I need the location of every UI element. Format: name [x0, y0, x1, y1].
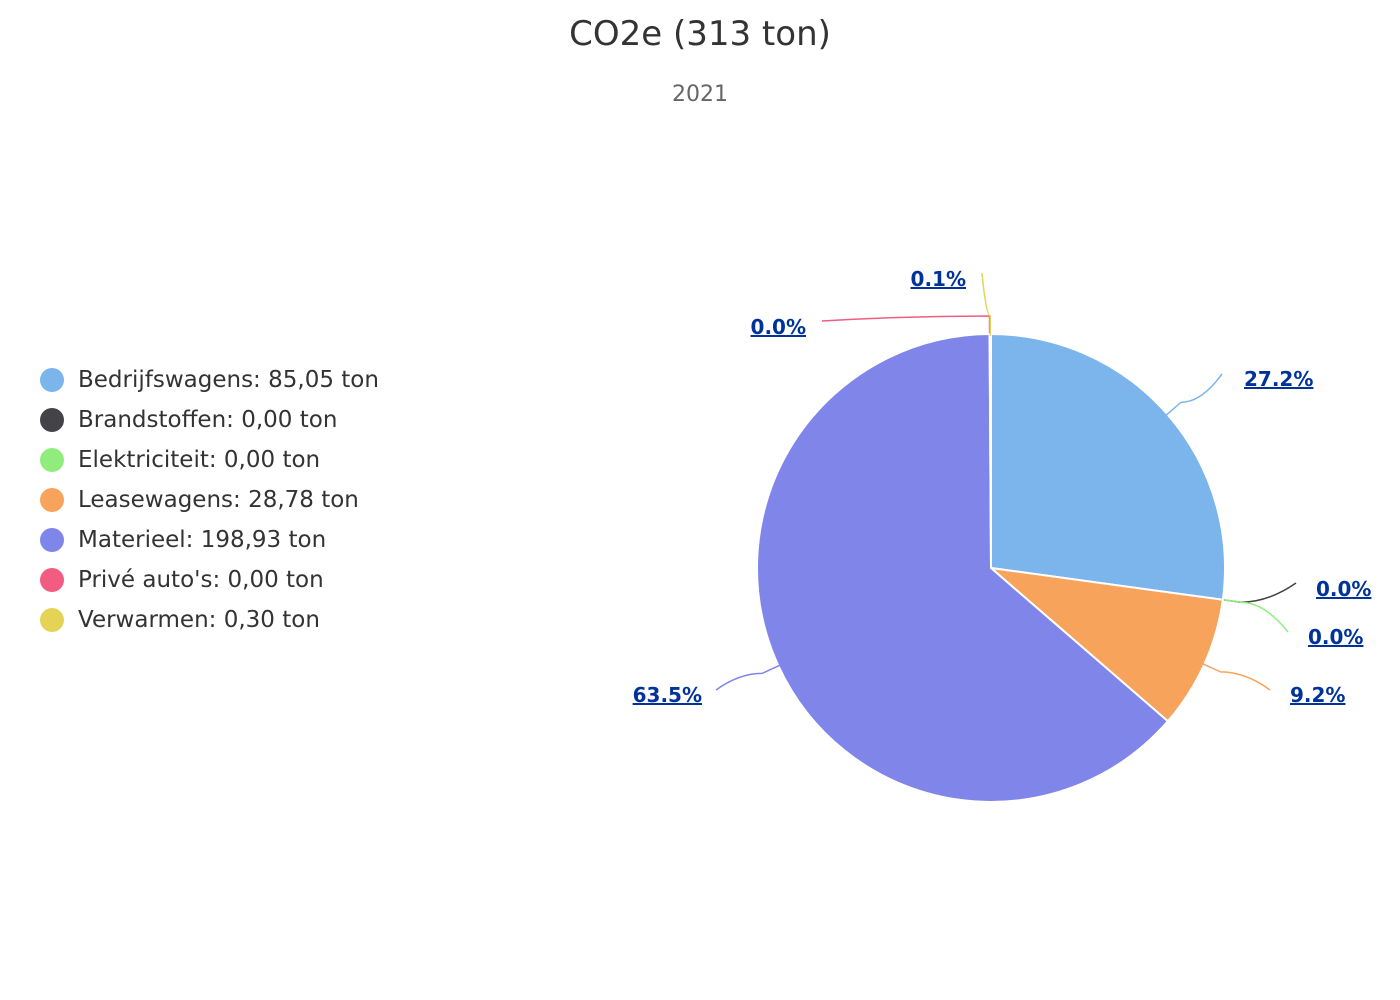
legend-dot-icon — [40, 568, 64, 592]
legend-dot-icon — [40, 368, 64, 392]
legend-dot-icon — [40, 408, 64, 432]
legend-dot-icon — [40, 608, 64, 632]
data-label-leasewagens[interactable]: 9.2% — [1290, 683, 1345, 707]
legend-dot-icon — [40, 448, 64, 472]
legend-item-leasewagens[interactable]: Leasewagens: 28,78 ton — [40, 480, 379, 520]
connector-line-brandstoffen — [1220, 582, 1297, 603]
legend-item-elektriciteit[interactable]: Elektriciteit: 0,00 ton — [40, 440, 379, 480]
data-label-elektriciteit[interactable]: 0.0% — [1308, 625, 1363, 649]
legend: Bedrijfswagens: 85,05 ton Brandstoffen: … — [40, 360, 379, 640]
connector-line-leasewagens — [1202, 662, 1271, 691]
connector-line-elektriciteit — [1220, 598, 1289, 633]
legend-item-materieel[interactable]: Materieel: 198,93 ton — [40, 520, 379, 560]
data-label-verwarmen[interactable]: 0.1% — [911, 267, 966, 291]
data-label-materieel[interactable]: 63.5% — [633, 683, 702, 707]
data-label-brandstoffen[interactable]: 0.0% — [1316, 577, 1371, 601]
legend-dot-icon — [40, 528, 64, 552]
connector-line-bedrijfswagens — [1165, 373, 1223, 417]
legend-label: Elektriciteit: 0,00 ton — [78, 447, 321, 473]
legend-item-bedrijfswagens[interactable]: Bedrijfswagens: 85,05 ton — [40, 360, 379, 400]
data-label-bedrijfswagens[interactable]: 27.2% — [1244, 367, 1313, 391]
legend-item-prive-autos[interactable]: Privé auto's: 0,00 ton — [40, 560, 379, 600]
pie-slice-verwarmen[interactable] — [988, 332, 992, 569]
legend-label: Verwarmen: 0,30 ton — [78, 607, 320, 633]
legend-label: Privé auto's: 0,00 ton — [78, 567, 324, 593]
connector-line-materieel — [715, 664, 781, 691]
legend-label: Materieel: 198,93 ton — [78, 527, 327, 553]
chart-title: CO2e (313 ton) — [569, 14, 831, 54]
legend-label: Leasewagens: 28,78 ton — [78, 487, 359, 513]
legend-label: Brandstoffen: 0,00 ton — [78, 407, 338, 433]
chart-subtitle: 2021 — [672, 82, 728, 107]
legend-item-verwarmen[interactable]: Verwarmen: 0,30 ton — [40, 600, 379, 640]
legend-item-brandstoffen[interactable]: Brandstoffen: 0,00 ton — [40, 400, 379, 440]
legend-dot-icon — [40, 488, 64, 512]
connector-line-priv-auto-s — [821, 315, 991, 337]
pie-slice-bedrijfswagens[interactable] — [990, 333, 1226, 601]
data-label-priv-auto-s[interactable]: 0.0% — [751, 315, 806, 339]
connector-line-verwarmen — [981, 272, 992, 337]
legend-label: Bedrijfswagens: 85,05 ton — [78, 367, 379, 393]
